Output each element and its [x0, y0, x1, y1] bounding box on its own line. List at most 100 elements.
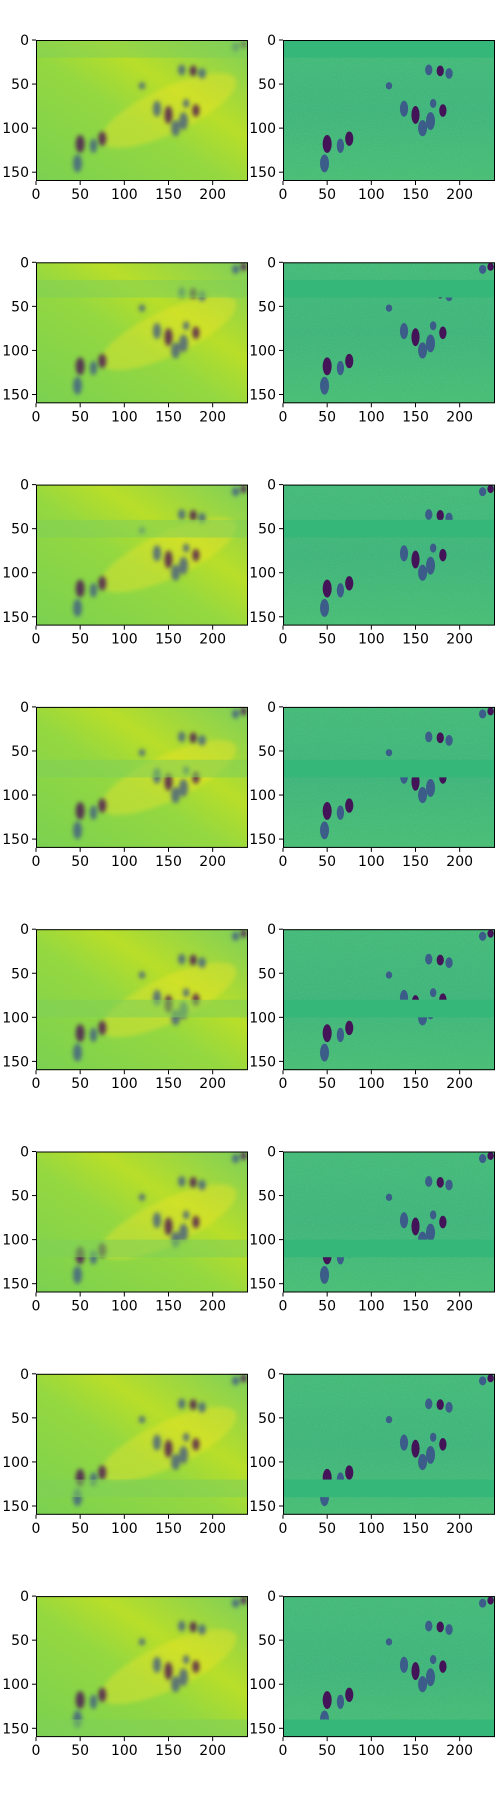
x-tick-label: 100: [111, 854, 138, 870]
figure-mark: [436, 65, 444, 77]
y-tick-label: 50: [11, 1411, 29, 1427]
x-tick-label: 100: [358, 1076, 385, 1092]
figure-mark: [399, 1656, 409, 1673]
x-tick-label: 50: [318, 187, 336, 203]
figure-mark: [138, 304, 146, 312]
figure-mark: [178, 1668, 189, 1687]
figure-mark: [189, 510, 197, 521]
x-tick-label: 0: [279, 1521, 288, 1537]
figure-mark: [399, 1212, 409, 1229]
figure-mark: [487, 484, 494, 494]
figure-mark: [385, 1638, 393, 1646]
figure-mark: [138, 1415, 146, 1424]
figure-mark: [189, 65, 197, 77]
y-tick-label: 150: [249, 610, 276, 626]
figure-mark: [439, 1215, 447, 1229]
panel-r4-c2: 0 50 100 150 200 0 50 100 150: [249, 700, 495, 870]
figure-mark: [487, 929, 494, 938]
y-tick-label: 100: [2, 566, 29, 582]
y-tick-label: 50: [258, 1411, 276, 1427]
figure-mark: [487, 1596, 494, 1605]
x-tick-label: 50: [71, 409, 89, 425]
figure-mark: [182, 1432, 190, 1442]
figure-mark: [478, 1598, 487, 1608]
x-tick-label: 50: [71, 1299, 89, 1315]
y-tick-label: 150: [2, 1277, 29, 1293]
x-tick-label: 50: [71, 187, 89, 203]
figure-mark: [345, 131, 354, 146]
residual-image: [283, 1151, 495, 1293]
figure-mark: [322, 135, 332, 153]
figure-mark: [411, 550, 420, 569]
x-tick-label: 150: [155, 1076, 182, 1092]
figure-mark: [72, 376, 83, 395]
residual-image: [283, 929, 495, 1071]
x-tick-label: 50: [318, 854, 336, 870]
x-tick-label: 50: [318, 1076, 336, 1092]
figure-mark: [319, 821, 330, 840]
figure-mark: [189, 954, 197, 966]
figure-mark: [75, 135, 85, 153]
figure-mark: [198, 1624, 206, 1635]
figure-mark: [385, 749, 393, 757]
figure-mark: [240, 1374, 247, 1383]
scene-figures: [72, 1374, 247, 1507]
masked-band: [283, 999, 495, 1018]
figure-mark: [418, 1676, 428, 1693]
x-tick-label: 100: [111, 1521, 138, 1537]
axes-frame: [36, 40, 248, 181]
figure-mark: [240, 1151, 247, 1160]
figure-mark: [436, 954, 444, 966]
figure-mark: [240, 707, 247, 716]
figure-mark: [425, 334, 436, 353]
figure-mark: [385, 1415, 393, 1424]
figure-mark: [98, 798, 107, 813]
figure-mark: [164, 1217, 173, 1236]
x-tick-label: 150: [155, 1299, 182, 1315]
x-tick-label: 200: [446, 187, 473, 203]
masked-band: [36, 1719, 248, 1738]
masked-band: [283, 519, 495, 538]
x-tick-label: 200: [446, 1076, 473, 1092]
y-tick-label: 150: [2, 832, 29, 848]
figure-mark: [445, 68, 453, 79]
axes-frame: [283, 929, 495, 1071]
x-tick-label: 0: [279, 1299, 288, 1315]
x-tick-label: 150: [155, 187, 182, 203]
figure-mark: [425, 779, 436, 797]
figure-mark: [399, 100, 409, 117]
figure-mark: [478, 1376, 487, 1386]
figure-mark: [178, 1445, 189, 1464]
axes-frame: [283, 484, 495, 626]
y-tick-label: 0: [20, 255, 29, 271]
x-tick-label: 150: [402, 1521, 429, 1537]
y-tick-label: 100: [249, 343, 276, 359]
y-tick-label: 50: [11, 1633, 29, 1649]
figure-mark: [192, 548, 200, 562]
y-tick-label: 0: [267, 33, 276, 49]
image-texture: [283, 929, 495, 1071]
figure-mark: [178, 334, 189, 353]
figure-mark: [322, 1024, 332, 1043]
panel-r3-c1: 0 50 100 150 200 0 50 100 150: [2, 478, 248, 648]
x-tick-label: 150: [402, 632, 429, 648]
reconstruction-image: [36, 262, 248, 404]
figure-mark: [182, 543, 190, 553]
figure-mark: [164, 1439, 173, 1458]
axes-frame: [36, 262, 248, 404]
figure-mark: [152, 1212, 162, 1229]
figure-mark: [429, 98, 437, 108]
x-tick-label: 100: [358, 632, 385, 648]
x-tick-label: 200: [446, 854, 473, 870]
x-tick-label: 150: [402, 1743, 429, 1759]
figure-mark: [322, 357, 332, 376]
figure-mark: [178, 731, 186, 743]
figure-mark: [198, 1401, 206, 1413]
y-tick-label: 50: [258, 744, 276, 760]
figure-mark: [478, 931, 487, 941]
y-tick-label: 150: [249, 1499, 276, 1515]
scene-figures: [72, 1596, 247, 1729]
figure-mark: [429, 321, 437, 331]
figure-mark: [487, 707, 494, 716]
